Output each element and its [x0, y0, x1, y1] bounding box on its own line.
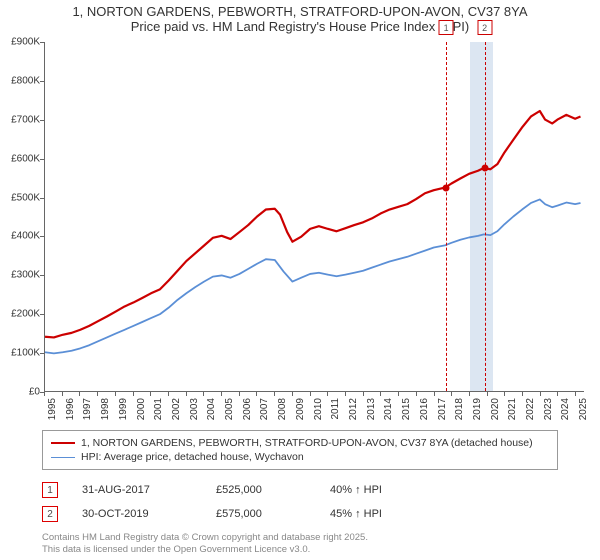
- marker-badge-1: 1: [42, 482, 58, 498]
- marker-table: 1 31-AUG-2017 £525,000 40% ↑ HPI 2 30-OC…: [42, 478, 558, 526]
- footer-line1: Contains HM Land Registry data © Crown c…: [42, 532, 558, 544]
- legend-item-price-paid: 1, NORTON GARDENS, PEBWORTH, STRATFORD-U…: [51, 436, 549, 450]
- x-tick-mark: [380, 392, 381, 396]
- marker-badge-2: 2: [42, 506, 58, 522]
- marker-chart-badge: 1: [439, 20, 454, 35]
- marker-date-2: 30-OCT-2019: [82, 508, 192, 520]
- x-tick-mark: [522, 392, 523, 396]
- y-tick-label: £400K: [0, 231, 40, 242]
- x-tick-mark: [115, 392, 116, 396]
- marker-delta-2: 45% ↑ HPI: [330, 508, 420, 520]
- marker-chart-badge: 2: [477, 20, 492, 35]
- x-tick-mark: [133, 392, 134, 396]
- x-tick-mark: [44, 392, 45, 396]
- x-tick-mark: [575, 392, 576, 396]
- y-tick-mark: [40, 353, 44, 354]
- marker-vline: [446, 42, 447, 391]
- x-tick-mark: [168, 392, 169, 396]
- y-tick-label: £800K: [0, 75, 40, 86]
- x-tick-mark: [451, 392, 452, 396]
- x-tick-label: 2025: [578, 398, 600, 420]
- footer-line2: This data is licensed under the Open Gov…: [42, 544, 558, 556]
- y-tick-mark: [40, 42, 44, 43]
- chart-area: 12 £0£100K£200K£300K£400K£500K£600K£700K…: [8, 42, 592, 422]
- chart-title-line2: Price paid vs. HM Land Registry's House …: [8, 19, 592, 34]
- legend-label-hpi: HPI: Average price, detached house, Wych…: [81, 451, 304, 463]
- y-tick-mark: [40, 120, 44, 121]
- x-tick-mark: [434, 392, 435, 396]
- y-tick-label: £700K: [0, 114, 40, 125]
- legend-swatch-price-paid: [51, 442, 75, 444]
- y-tick-label: £200K: [0, 309, 40, 320]
- x-tick-mark: [256, 392, 257, 396]
- y-tick-mark: [40, 81, 44, 82]
- x-tick-mark: [504, 392, 505, 396]
- y-tick-label: £0: [0, 387, 40, 398]
- marker-date-1: 31-AUG-2017: [82, 484, 192, 496]
- y-tick-mark: [40, 159, 44, 160]
- legend-label-price-paid: 1, NORTON GARDENS, PEBWORTH, STRATFORD-U…: [81, 437, 533, 449]
- legend-item-hpi: HPI: Average price, detached house, Wych…: [51, 450, 549, 464]
- x-tick-mark: [150, 392, 151, 396]
- marker-dot: [481, 165, 488, 172]
- series-line-hpi: [45, 199, 581, 353]
- marker-dot: [443, 184, 450, 191]
- marker-vline: [485, 42, 486, 391]
- x-tick-mark: [327, 392, 328, 396]
- y-tick-label: £900K: [0, 37, 40, 48]
- x-tick-mark: [97, 392, 98, 396]
- plot-area: 12: [44, 42, 584, 392]
- x-tick-mark: [62, 392, 63, 396]
- series-line-price_paid: [45, 111, 581, 337]
- y-tick-mark: [40, 236, 44, 237]
- x-tick-mark: [345, 392, 346, 396]
- x-tick-mark: [363, 392, 364, 396]
- x-tick-mark: [221, 392, 222, 396]
- x-tick-mark: [203, 392, 204, 396]
- x-tick-mark: [540, 392, 541, 396]
- y-tick-mark: [40, 198, 44, 199]
- x-tick-mark: [186, 392, 187, 396]
- x-tick-mark: [487, 392, 488, 396]
- legend-swatch-hpi: [51, 457, 75, 458]
- chart-lines-svg: [45, 42, 584, 391]
- y-tick-label: £300K: [0, 270, 40, 281]
- y-tick-mark: [40, 314, 44, 315]
- marker-row-1: 1 31-AUG-2017 £525,000 40% ↑ HPI: [42, 478, 558, 502]
- x-tick-mark: [416, 392, 417, 396]
- y-tick-label: £500K: [0, 192, 40, 203]
- marker-delta-1: 40% ↑ HPI: [330, 484, 420, 496]
- x-tick-mark: [310, 392, 311, 396]
- x-tick-mark: [398, 392, 399, 396]
- x-tick-mark: [79, 392, 80, 396]
- footer-attribution: Contains HM Land Registry data © Crown c…: [42, 532, 558, 556]
- marker-price-2: £575,000: [216, 508, 306, 520]
- chart-title-block: 1, NORTON GARDENS, PEBWORTH, STRATFORD-U…: [0, 0, 600, 36]
- legend-box: 1, NORTON GARDENS, PEBWORTH, STRATFORD-U…: [42, 430, 558, 470]
- marker-price-1: £525,000: [216, 484, 306, 496]
- x-tick-mark: [274, 392, 275, 396]
- x-tick-mark: [469, 392, 470, 396]
- marker-row-2: 2 30-OCT-2019 £575,000 45% ↑ HPI: [42, 502, 558, 526]
- y-tick-mark: [40, 275, 44, 276]
- x-tick-mark: [292, 392, 293, 396]
- chart-title-line1: 1, NORTON GARDENS, PEBWORTH, STRATFORD-U…: [8, 4, 592, 19]
- y-tick-label: £600K: [0, 153, 40, 164]
- y-tick-label: £100K: [0, 348, 40, 359]
- x-tick-mark: [557, 392, 558, 396]
- x-tick-mark: [239, 392, 240, 396]
